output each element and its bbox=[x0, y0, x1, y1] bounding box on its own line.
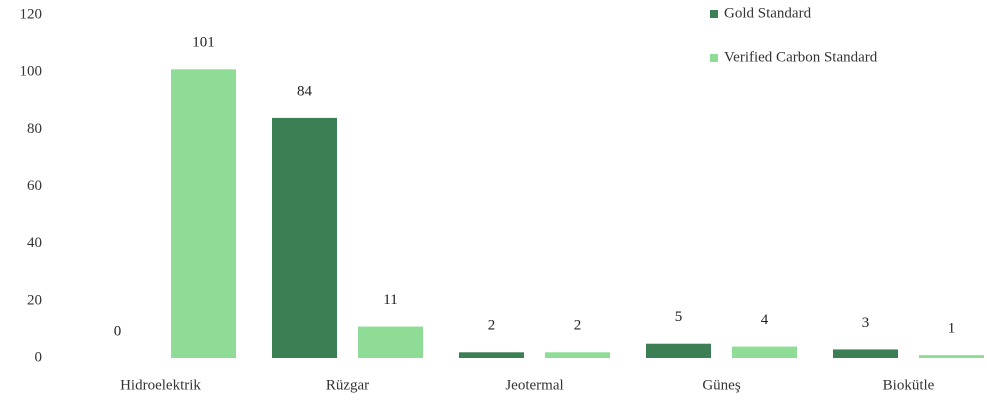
value-label: 3 bbox=[862, 315, 870, 331]
x-tick-label: Jeotermal bbox=[505, 377, 563, 393]
value-label: 11 bbox=[383, 292, 397, 308]
y-tick-label: 20 bbox=[27, 292, 42, 308]
value-label: 5 bbox=[675, 309, 683, 325]
bar bbox=[358, 326, 423, 358]
bar bbox=[646, 343, 711, 358]
value-label: 2 bbox=[574, 318, 582, 334]
value-label: 0 bbox=[114, 323, 122, 339]
bar bbox=[732, 346, 797, 358]
x-tick-label: Rüzgar bbox=[326, 377, 369, 393]
bar bbox=[919, 355, 984, 358]
bar bbox=[545, 352, 610, 358]
y-tick-label: 60 bbox=[27, 178, 42, 194]
legend-label: Verified Carbon Standard bbox=[724, 49, 878, 65]
legend-marker bbox=[710, 10, 718, 18]
y-tick-label: 80 bbox=[27, 121, 42, 137]
legend-marker bbox=[710, 54, 718, 62]
legend-label: Gold Standard bbox=[724, 5, 812, 21]
bar bbox=[459, 352, 524, 358]
y-tick-label: 100 bbox=[20, 64, 43, 80]
value-label: 4 bbox=[761, 312, 769, 328]
x-tick-label: Hidroelektrik bbox=[120, 377, 201, 393]
y-tick-label: 0 bbox=[35, 349, 43, 365]
x-tick-label: Güneş bbox=[702, 377, 740, 393]
value-label: 84 bbox=[297, 83, 313, 99]
value-label: 2 bbox=[488, 318, 496, 334]
value-label: 1 bbox=[948, 321, 956, 337]
value-label: 101 bbox=[192, 35, 215, 51]
y-tick-label: 40 bbox=[27, 235, 42, 251]
bar bbox=[833, 349, 898, 358]
bar bbox=[171, 69, 236, 358]
y-tick-label: 120 bbox=[20, 6, 43, 22]
bar bbox=[272, 117, 337, 359]
x-tick-label: Biokütle bbox=[883, 377, 935, 393]
